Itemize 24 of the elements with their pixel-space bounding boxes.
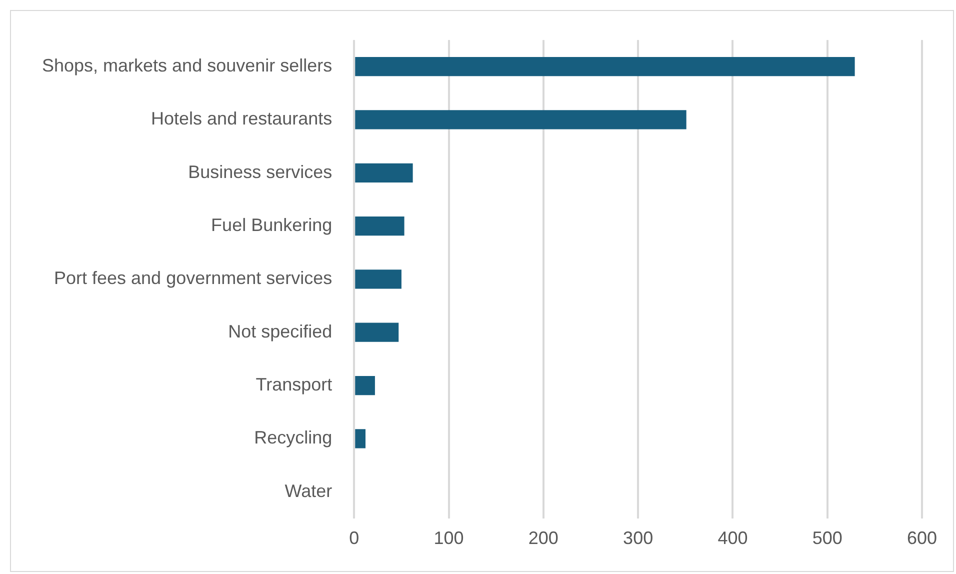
y-tick-label: Not specified <box>228 321 332 342</box>
x-tick-label: 0 <box>349 528 360 548</box>
bar <box>355 110 686 130</box>
y-tick-label: Water <box>284 480 332 501</box>
bar <box>355 429 366 448</box>
y-tick-label: Business services <box>188 162 332 182</box>
x-tick-label: 300 <box>623 528 654 548</box>
y-tick-label: Transport <box>256 374 332 394</box>
bar <box>355 216 404 236</box>
y-tick-label: Port fees and government services <box>54 268 332 288</box>
bar <box>355 163 413 182</box>
x-tick-label: 200 <box>528 528 558 548</box>
y-tick-label: Hotels and restaurants <box>151 108 332 129</box>
bar <box>355 376 375 396</box>
x-tick-label: 600 <box>906 528 938 548</box>
x-tick-label: 500 <box>812 528 842 548</box>
y-tick-label: Recycling <box>254 428 332 448</box>
x-tick-label: 400 <box>718 528 748 548</box>
bar <box>355 270 402 289</box>
x-tick-label: 100 <box>434 528 464 548</box>
bar <box>355 322 399 342</box>
bar <box>355 57 855 76</box>
y-tick-label: Fuel Bunkering <box>211 215 332 236</box>
y-tick-label: Shops, markets and souvenir sellers <box>42 56 332 76</box>
